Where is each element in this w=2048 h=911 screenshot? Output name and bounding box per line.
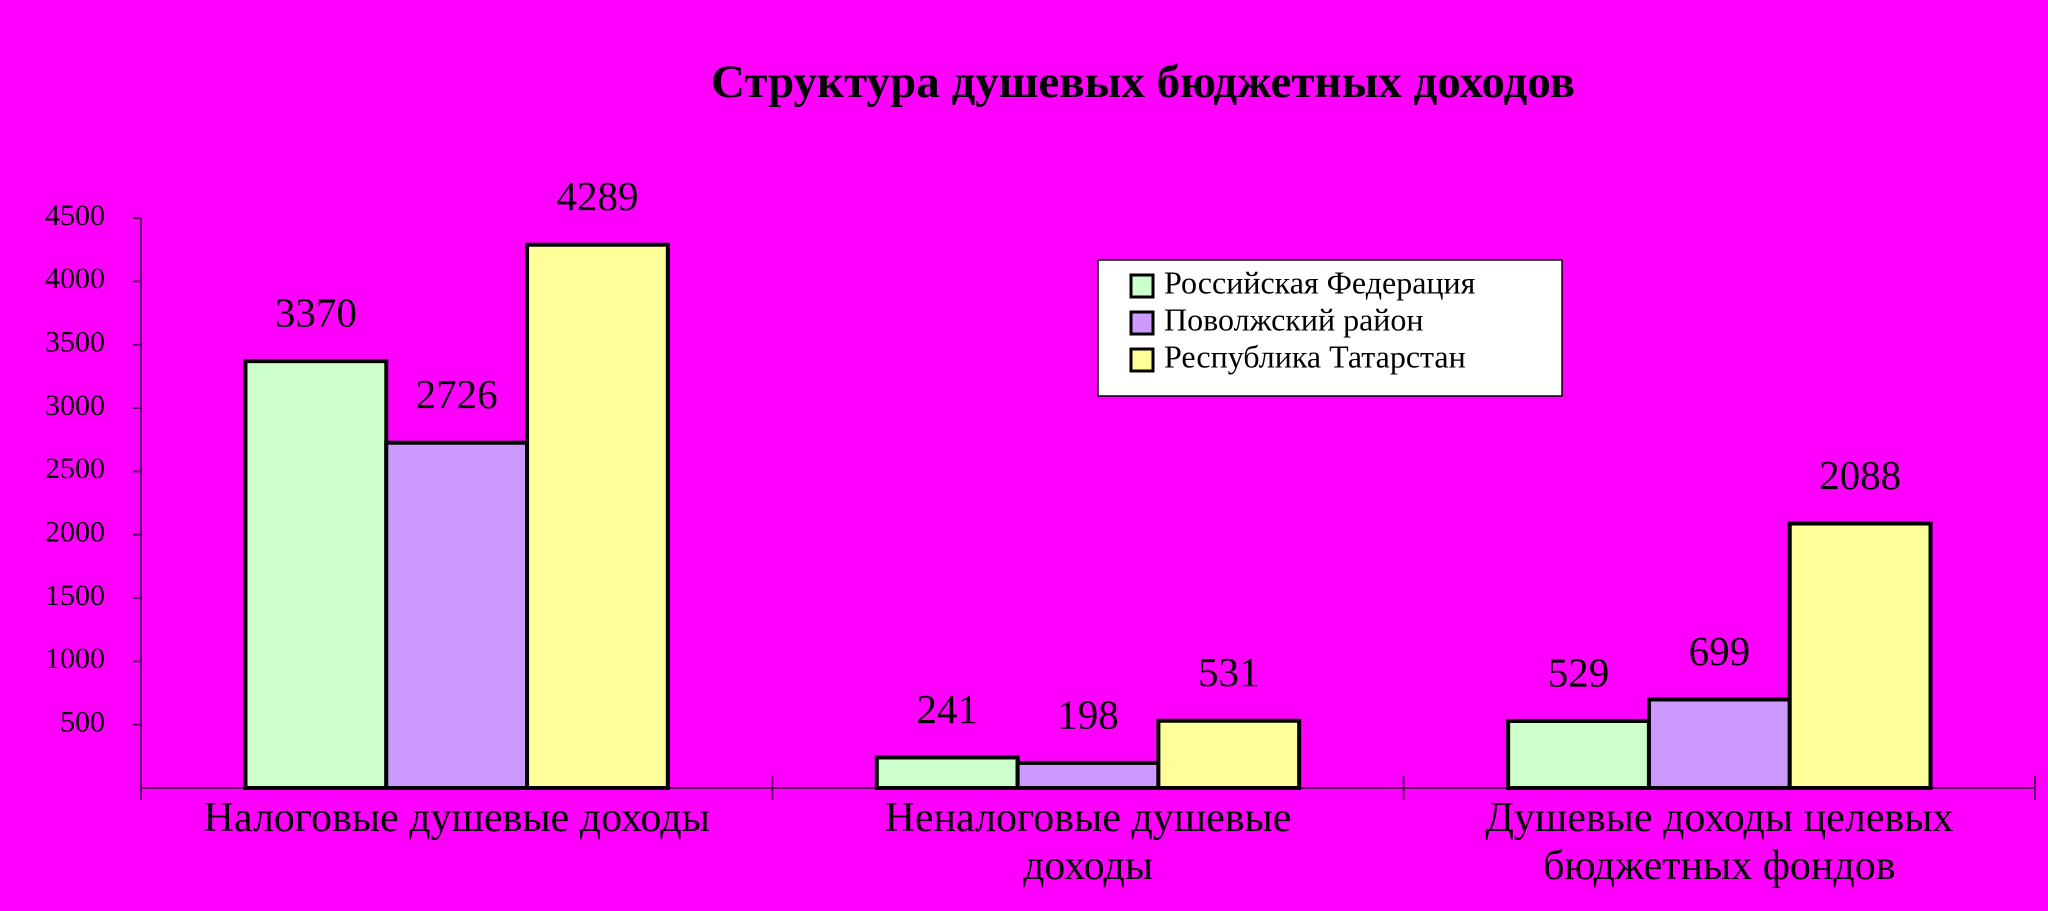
legend-label: Российская Федерация <box>1164 264 1476 300</box>
value-label: 241 <box>916 686 978 732</box>
value-label: 4289 <box>556 173 638 219</box>
bar <box>874 755 1020 790</box>
value-label: 531 <box>1198 649 1260 695</box>
value-label: 699 <box>1689 628 1751 674</box>
value-label: 529 <box>1548 649 1610 695</box>
legend-swatch <box>1129 273 1155 299</box>
x-tick-label: Неналоговые душевые доходы <box>884 795 1292 889</box>
y-tick-label: 1000 <box>45 642 105 675</box>
bar <box>525 242 670 790</box>
y-tick-label: 1500 <box>45 579 105 612</box>
value-label: 2726 <box>416 371 498 417</box>
y-tick-label: 4000 <box>45 262 105 295</box>
y-tick-label: 2500 <box>45 452 105 485</box>
legend-label: Республика Татарстан <box>1164 338 1466 374</box>
legend-swatch <box>1129 310 1155 336</box>
bar <box>1015 760 1161 790</box>
legend-box <box>1097 259 1563 397</box>
bar <box>1646 697 1792 791</box>
legend-swatch <box>1129 347 1155 373</box>
y-tick-label: 3500 <box>45 326 105 359</box>
bar <box>384 440 530 790</box>
y-tick-label: 3000 <box>45 389 105 422</box>
x-tick-label: Налоговые душевые доходы <box>203 795 710 841</box>
bar <box>1156 718 1302 790</box>
y-tick-label: 500 <box>60 706 105 739</box>
x-tick-label: Душевые доходы целевых бюджетных фондов <box>1485 795 1954 889</box>
bar <box>1506 718 1651 791</box>
y-tick-label: 4500 <box>45 199 105 232</box>
chart-title: Структура душевых бюджетных доходов <box>711 56 1575 108</box>
value-label: 3370 <box>275 290 357 336</box>
legend-label: Поволжский район <box>1164 301 1424 337</box>
bar <box>1787 521 1933 791</box>
bar <box>243 359 389 790</box>
value-label: 2088 <box>1819 452 1901 498</box>
y-tick-label: 2000 <box>45 516 105 549</box>
value-label: 198 <box>1057 691 1119 737</box>
